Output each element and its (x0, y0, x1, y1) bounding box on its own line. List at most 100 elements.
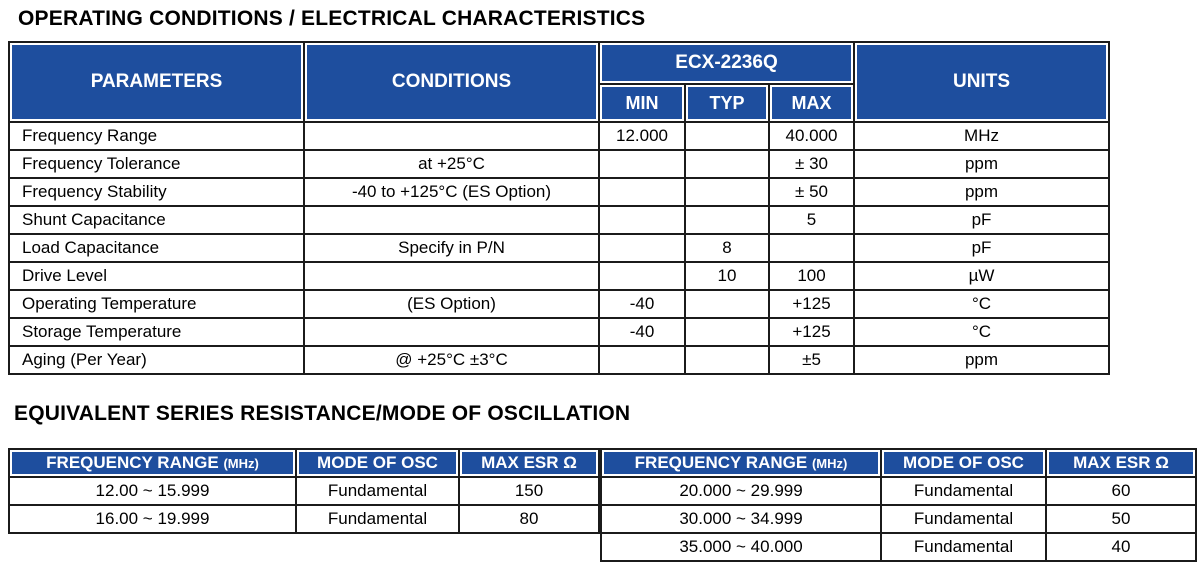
max-value-cell: ± 30 (767, 149, 856, 179)
parameter-name-cell: Operating Temperature (8, 289, 305, 319)
min-value-cell (598, 345, 686, 375)
esr-value-cell: 150 (458, 476, 600, 506)
min-value-cell (598, 205, 686, 235)
col-header-parameters: PARAMETERS (8, 41, 305, 123)
mode-cell: Fundamental (880, 504, 1047, 534)
table-row: Frequency Range 12.000 40.000 MHz (8, 121, 1111, 151)
parameter-name-cell: Storage Temperature (8, 317, 305, 347)
typ-value-cell: 10 (684, 261, 770, 291)
col-header-mode-of-osc: MODE OF OSC (880, 448, 1047, 478)
typ-value-cell: 8 (684, 233, 770, 263)
frequency-range-cell: 20.000 ~ 29.999 (600, 476, 882, 506)
table-row: 16.00 ~ 19.999 Fundamental 80 (8, 504, 600, 534)
min-value-cell: 12.000 (598, 121, 686, 151)
condition-cell (303, 261, 600, 291)
units-cell: °C (853, 289, 1111, 319)
frequency-range-cell: 12.00 ~ 15.999 (8, 476, 297, 506)
table-row: 12.00 ~ 15.999 Fundamental 150 (8, 476, 600, 506)
table-row: Drive Level 10 100 µW (8, 261, 1111, 291)
esr-value-cell: 40 (1045, 532, 1197, 562)
min-value-cell: -40 (598, 289, 686, 319)
electrical-characteristics-table: PARAMETERS CONDITIONS ECX-2236Q UNITS MI… (8, 41, 1111, 375)
col-header-max: MAX (767, 83, 856, 123)
frequency-range-cell: 35.000 ~ 40.000 (600, 532, 882, 562)
frequency-range-label: FREQUENCY RANGE (634, 453, 808, 472)
parameter-name-cell: Frequency Tolerance (8, 149, 305, 179)
header-row: FREQUENCY RANGE (MHz) MODE OF OSC MAX ES… (600, 448, 1197, 478)
table-row: Storage Temperature -40 +125 °C (8, 317, 1111, 347)
parameter-name-cell: Frequency Stability (8, 177, 305, 207)
esr-table-left: FREQUENCY RANGE (MHz) MODE OF OSC MAX ES… (8, 448, 600, 534)
typ-value-cell (684, 289, 770, 319)
frequency-range-cell: 30.000 ~ 34.999 (600, 504, 882, 534)
units-cell: ppm (853, 149, 1111, 179)
units-cell: ppm (853, 177, 1111, 207)
header-row-group: PARAMETERS CONDITIONS ECX-2236Q UNITS (8, 41, 1111, 123)
min-value-cell (598, 149, 686, 179)
esr-table-right: FREQUENCY RANGE (MHz) MODE OF OSC MAX ES… (600, 448, 1197, 562)
frequency-range-cell: 16.00 ~ 19.999 (8, 504, 297, 534)
parameter-name-cell: Frequency Range (8, 121, 305, 151)
table-row: 35.000 ~ 40.000 Fundamental 40 (600, 532, 1197, 562)
mode-cell: Fundamental (880, 532, 1047, 562)
col-header-frequency-range: FREQUENCY RANGE (MHz) (600, 448, 882, 478)
header-row: FREQUENCY RANGE (MHz) MODE OF OSC MAX ES… (8, 448, 600, 478)
frequency-range-unit-label: (MHz) (223, 456, 259, 471)
section-title-electrical: OPERATING CONDITIONS / ELECTRICAL CHARAC… (18, 7, 646, 30)
table-row: Shunt Capacitance 5 pF (8, 205, 1111, 235)
typ-value-cell (684, 317, 770, 347)
units-cell: °C (853, 317, 1111, 347)
condition-cell: @ +25°C ±3°C (303, 345, 600, 375)
col-header-frequency-range: FREQUENCY RANGE (MHz) (8, 448, 297, 478)
max-value-cell: 100 (767, 261, 856, 291)
max-value-cell: ± 50 (767, 177, 856, 207)
units-cell: µW (853, 261, 1111, 291)
parameter-name-cell: Aging (Per Year) (8, 345, 305, 375)
esr-tables-container: FREQUENCY RANGE (MHz) MODE OF OSC MAX ES… (8, 448, 1197, 562)
units-cell: MHz (853, 121, 1111, 151)
col-header-conditions: CONDITIONS (303, 41, 600, 123)
mode-cell: Fundamental (295, 504, 460, 534)
table-row: Load Capacitance Specify in P/N 8 pF (8, 233, 1111, 263)
condition-cell: (ES Option) (303, 289, 600, 319)
min-value-cell: -40 (598, 317, 686, 347)
col-header-min: MIN (598, 83, 686, 123)
typ-value-cell (684, 205, 770, 235)
condition-cell: Specify in P/N (303, 233, 600, 263)
max-value-cell: ±5 (767, 345, 856, 375)
typ-value-cell (684, 345, 770, 375)
condition-cell: -40 to +125°C (ES Option) (303, 177, 600, 207)
condition-cell: at +25°C (303, 149, 600, 179)
max-value-cell: +125 (767, 317, 856, 347)
units-cell: pF (853, 233, 1111, 263)
typ-value-cell (684, 121, 770, 151)
min-value-cell (598, 177, 686, 207)
parameter-name-cell: Drive Level (8, 261, 305, 291)
parameter-name-cell: Shunt Capacitance (8, 205, 305, 235)
parameter-name-cell: Load Capacitance (8, 233, 305, 263)
part-number-header: ECX-2236Q (597, 41, 856, 85)
units-cell: ppm (853, 345, 1111, 375)
typ-value-cell (684, 149, 770, 179)
frequency-range-label: FREQUENCY RANGE (46, 453, 219, 472)
table-row: 20.000 ~ 29.999 Fundamental 60 (600, 476, 1197, 506)
table-row: Frequency Tolerance at +25°C ± 30 ppm (8, 149, 1111, 179)
mode-cell: Fundamental (295, 476, 460, 506)
col-header-max-esr: MAX ESR Ω (458, 448, 600, 478)
section-title-esr: EQUIVALENT SERIES RESISTANCE/MODE OF OSC… (14, 402, 631, 425)
col-header-units: UNITS (853, 41, 1111, 123)
frequency-range-unit-label: (MHz) (811, 456, 848, 471)
col-header-typ: TYP (684, 83, 770, 123)
max-value-cell: 5 (767, 205, 856, 235)
min-value-cell (598, 261, 686, 291)
col-header-max-esr: MAX ESR Ω (1045, 448, 1197, 478)
min-value-cell (598, 233, 686, 263)
max-value-cell (767, 233, 856, 263)
esr-value-cell: 80 (458, 504, 600, 534)
condition-cell (303, 121, 600, 151)
units-cell: pF (853, 205, 1111, 235)
header-row-minmax: MIN TYP MAX (9, 83, 1109, 123)
esr-value-cell: 50 (1045, 504, 1197, 534)
table-row: 30.000 ~ 34.999 Fundamental 50 (600, 504, 1197, 534)
